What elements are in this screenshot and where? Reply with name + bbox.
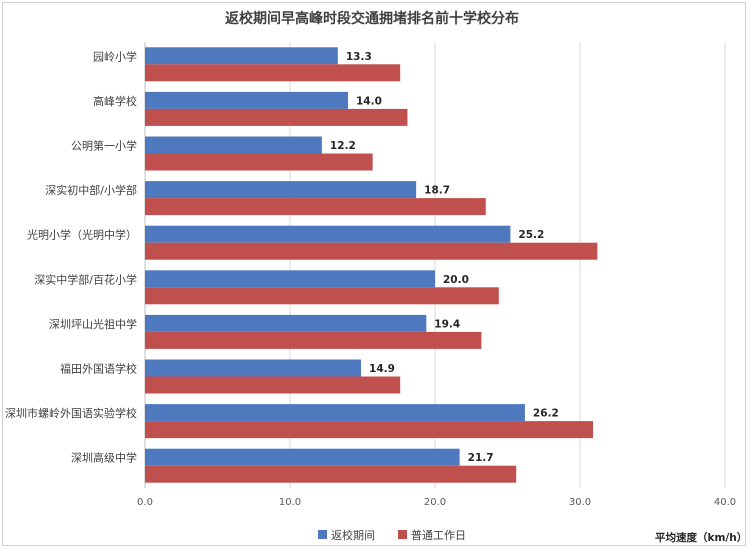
bar-return-period <box>145 448 460 466</box>
legend-label: 普通工作日 <box>411 528 466 542</box>
bar-return-period <box>145 404 525 422</box>
bar-return-period <box>145 359 362 377</box>
bar-return-period <box>145 225 511 243</box>
x-tick-label: 40.0 <box>714 497 736 508</box>
bar-return-period <box>145 136 322 154</box>
x-tick-label: 30.0 <box>569 497 591 508</box>
x-tick-label: 10.0 <box>279 497 301 508</box>
bar-return-period <box>145 181 417 199</box>
bar-normal-workday <box>145 421 594 439</box>
x-tick-label: 20.0 <box>424 497 446 508</box>
legend-label: 返校期间 <box>331 528 375 542</box>
category-label: 高峰学校 <box>93 94 137 108</box>
data-label: 14.9 <box>369 363 395 375</box>
x-axis-label: 平均速度（km/h） <box>655 531 747 544</box>
bar-return-period <box>145 314 427 332</box>
category-label: 园岭小学 <box>93 49 137 63</box>
bars <box>145 47 598 483</box>
data-label: 20.0 <box>443 274 469 286</box>
bar-normal-workday <box>145 376 401 394</box>
data-label: 19.4 <box>434 318 460 330</box>
bar-normal-workday <box>145 153 373 171</box>
category-label: 深实初中部/小学部 <box>45 183 137 197</box>
bar-normal-workday <box>145 64 401 82</box>
data-label: 25.2 <box>518 229 544 241</box>
legend: 返校期间 普通工作日 <box>318 528 466 542</box>
bar-normal-workday <box>145 287 499 305</box>
bar-normal-workday <box>145 108 408 126</box>
data-label: 14.0 <box>356 95 382 107</box>
legend-swatch <box>398 530 407 539</box>
labels: 0.0 10.0 20.0 30.0 40.0 园岭小学 13.3 高峰学校 14.0 公明第一小… <box>5 49 736 508</box>
legend-swatch <box>318 530 327 539</box>
category-label: 光明小学（光明中学） <box>27 228 137 242</box>
data-label: 18.7 <box>424 185 450 197</box>
bar-return-period <box>145 91 348 109</box>
category-label: 公明第一小学 <box>71 139 137 153</box>
bar-normal-workday <box>145 242 598 260</box>
data-label: 26.2 <box>533 408 559 420</box>
bar-normal-workday <box>145 198 486 216</box>
bar-normal-workday <box>145 331 482 349</box>
bar-return-period <box>145 47 338 65</box>
category-label: 深实中学部/百花小学 <box>34 272 137 286</box>
bar-normal-workday <box>145 465 517 483</box>
category-label: 深圳坪山光祖中学 <box>49 317 137 331</box>
bar-return-period <box>145 270 435 288</box>
x-tick-label: 0.0 <box>137 497 153 508</box>
chart-title: 返校期间早高峰时段交通拥堵排名前十学校分布 <box>225 10 519 27</box>
category-label: 深圳高级中学 <box>71 451 137 465</box>
data-label: 13.3 <box>346 51 372 63</box>
category-label: 深圳市螺岭外国语实验学校 <box>5 406 137 420</box>
category-label: 福田外国语学校 <box>60 362 137 376</box>
data-label: 21.7 <box>468 452 494 464</box>
data-label: 12.2 <box>330 140 356 152</box>
